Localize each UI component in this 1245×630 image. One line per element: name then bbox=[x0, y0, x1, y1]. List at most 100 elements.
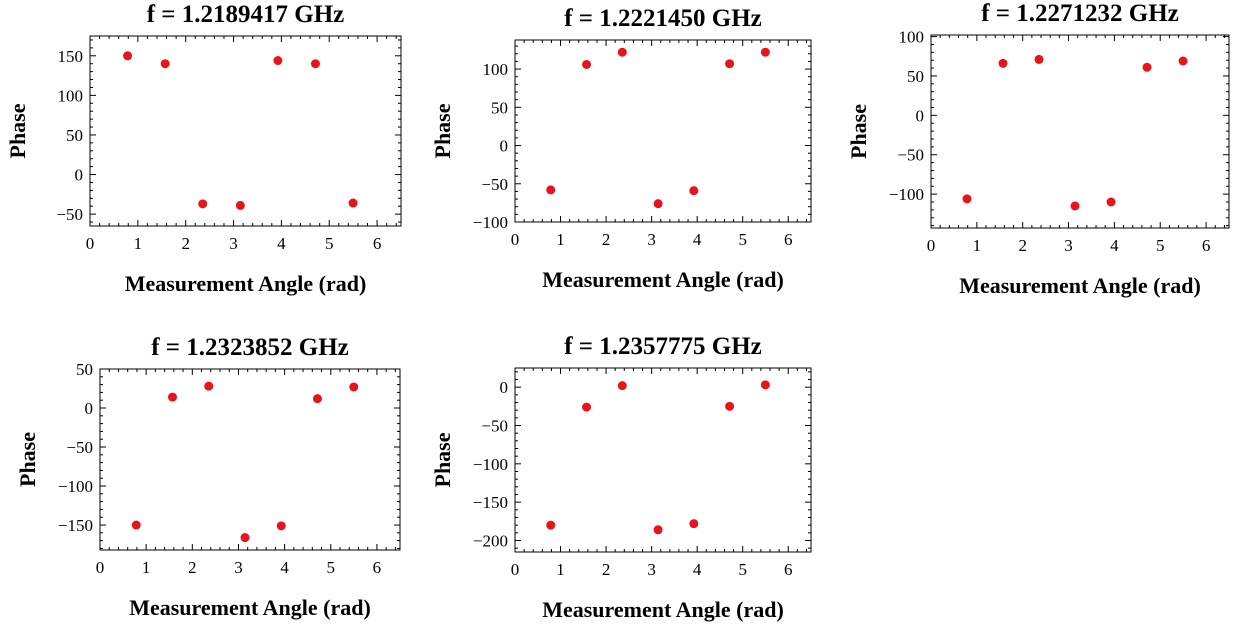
y-tick-label: 50 bbox=[76, 360, 93, 379]
x-tick-label: 0 bbox=[511, 230, 520, 249]
x-tick-label: 2 bbox=[181, 234, 190, 253]
data-point bbox=[1106, 197, 1116, 207]
y-tick-label: −50 bbox=[481, 175, 508, 194]
x-tick-label: 6 bbox=[784, 230, 793, 249]
data-point bbox=[582, 402, 592, 412]
x-tick-label: 2 bbox=[188, 558, 197, 577]
x-tick-label: 5 bbox=[1156, 236, 1165, 255]
x-tick-label: 1 bbox=[556, 560, 565, 579]
data-point bbox=[273, 56, 283, 66]
x-tick-label: 1 bbox=[556, 230, 565, 249]
data-point bbox=[653, 525, 663, 535]
data-point bbox=[131, 520, 141, 530]
data-point bbox=[546, 185, 556, 195]
data-point bbox=[653, 199, 663, 209]
x-tick-label: 5 bbox=[327, 558, 336, 577]
data-point bbox=[546, 520, 556, 530]
data-point bbox=[1034, 54, 1044, 64]
x-tick-label: 3 bbox=[234, 558, 243, 577]
data-point bbox=[617, 47, 627, 57]
x-tick-label: 6 bbox=[784, 560, 793, 579]
data-point bbox=[689, 519, 699, 529]
y-tick-label: 0 bbox=[85, 399, 94, 418]
data-point bbox=[689, 186, 699, 196]
x-axis-label: Measurement Angle (rad) bbox=[959, 273, 1201, 298]
x-tick-label: 4 bbox=[693, 560, 702, 579]
y-tick-label: −50 bbox=[56, 205, 83, 224]
x-tick-label: 6 bbox=[1202, 236, 1211, 255]
data-point bbox=[204, 381, 214, 391]
y-tick-label: 100 bbox=[899, 28, 925, 47]
data-point bbox=[123, 51, 133, 61]
y-axis-label: Phase bbox=[15, 432, 40, 487]
chart-panel-2: 0 1 2 3 4 5 6 −100 −50 0 50 100 f = 1.2221450 GHz Mea… bbox=[430, 5, 812, 292]
chart-panel-3: 0 1 2 3 4 5 6 −100 −50 0 50 100 f = 1.2271232 GHz Mea… bbox=[846, 0, 1230, 298]
y-tick-label: 50 bbox=[491, 98, 508, 117]
x-tick-label: 0 bbox=[96, 558, 105, 577]
y-tick-label: 0 bbox=[75, 166, 84, 185]
y-tick-label: −100 bbox=[889, 185, 924, 204]
data-point bbox=[1070, 201, 1080, 211]
data-point bbox=[198, 199, 208, 209]
plot-frame bbox=[99, 368, 401, 551]
y-axis-label: Phase bbox=[430, 103, 455, 158]
y-tick-label: −200 bbox=[473, 532, 508, 551]
x-tick-label: 2 bbox=[602, 560, 611, 579]
data-point bbox=[349, 382, 359, 392]
plot-frame bbox=[89, 35, 402, 227]
y-tick-label: 0 bbox=[500, 378, 509, 397]
x-axis-label: Measurement Angle (rad) bbox=[542, 267, 784, 292]
x-tick-label: 0 bbox=[927, 236, 936, 255]
x-axis-label: Measurement Angle (rad) bbox=[542, 597, 784, 622]
y-tick-label: −100 bbox=[58, 477, 93, 496]
chart-title: f = 1.2271232 GHz bbox=[981, 0, 1179, 27]
y-tick-label: 100 bbox=[483, 60, 509, 79]
y-tick-label: 150 bbox=[58, 47, 84, 66]
x-tick-label: 5 bbox=[738, 230, 747, 249]
x-tick-label: 2 bbox=[602, 230, 611, 249]
x-axis-label: Measurement Angle (rad) bbox=[125, 271, 367, 296]
y-axis-label: Phase bbox=[846, 104, 871, 159]
x-tick-label: 1 bbox=[134, 234, 143, 253]
y-tick-label: −100 bbox=[473, 213, 508, 232]
x-axis-label: Measurement Angle (rad) bbox=[129, 595, 371, 620]
x-tick-label: 2 bbox=[1018, 236, 1027, 255]
x-tick-label: 3 bbox=[647, 560, 656, 579]
y-tick-label: −50 bbox=[897, 146, 924, 165]
data-point bbox=[1178, 56, 1188, 66]
chart-title: f = 1.2357775 GHz bbox=[564, 333, 762, 360]
x-tick-label: 0 bbox=[86, 234, 95, 253]
y-tick-label: −100 bbox=[473, 455, 508, 474]
x-tick-label: 5 bbox=[738, 560, 747, 579]
y-tick-label: −150 bbox=[473, 493, 508, 512]
plot-frame bbox=[514, 367, 812, 553]
y-axis-label: Phase bbox=[430, 432, 455, 487]
data-point bbox=[617, 381, 627, 391]
data-point bbox=[725, 401, 735, 411]
data-point bbox=[235, 200, 245, 210]
data-point bbox=[168, 392, 178, 402]
x-tick-label: 6 bbox=[373, 558, 382, 577]
y-axis-label: Phase bbox=[5, 103, 30, 158]
chart-title: f = 1.2323852 GHz bbox=[151, 334, 349, 361]
y-tick-label: −50 bbox=[481, 417, 508, 436]
x-tick-label: 4 bbox=[280, 558, 289, 577]
data-point bbox=[160, 59, 170, 69]
data-point bbox=[348, 198, 358, 208]
y-tick-label: 50 bbox=[66, 126, 83, 145]
y-tick-label: −150 bbox=[58, 516, 93, 535]
x-tick-label: 1 bbox=[142, 558, 151, 577]
x-tick-label: 4 bbox=[693, 230, 702, 249]
y-tick-label: 0 bbox=[916, 106, 925, 125]
data-point bbox=[998, 58, 1008, 68]
x-tick-label: 4 bbox=[1110, 236, 1119, 255]
data-point bbox=[1142, 62, 1152, 72]
data-point bbox=[310, 59, 320, 69]
y-tick-label: 100 bbox=[58, 86, 84, 105]
x-tick-label: 3 bbox=[229, 234, 238, 253]
x-tick-label: 0 bbox=[511, 560, 520, 579]
data-point bbox=[312, 394, 322, 404]
y-tick-label: −50 bbox=[66, 438, 93, 457]
